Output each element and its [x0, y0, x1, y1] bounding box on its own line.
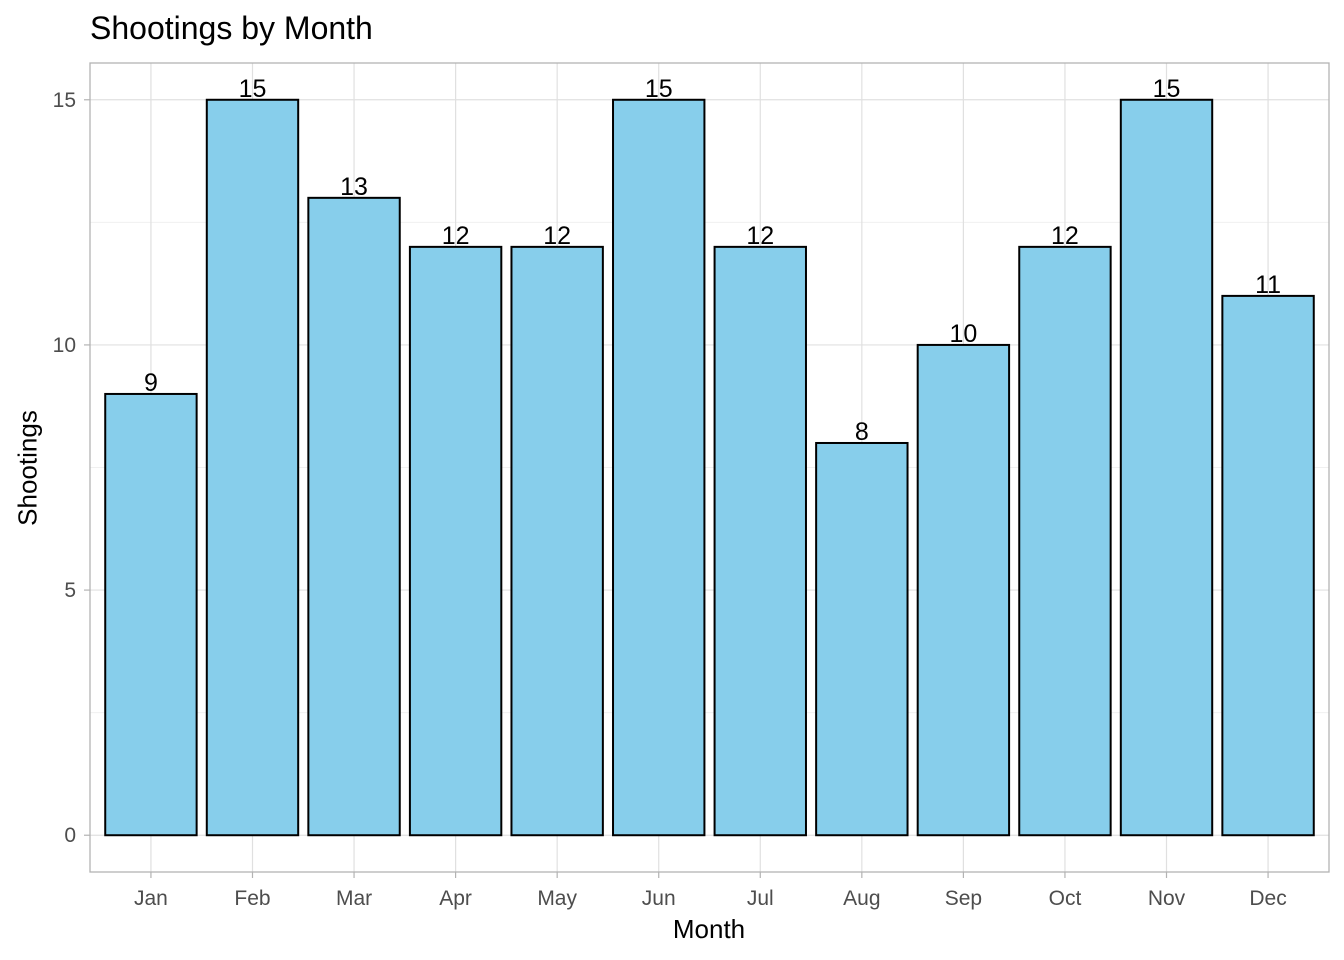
- x-tick-label: Jan: [134, 887, 168, 910]
- x-tick-label: Oct: [1049, 887, 1082, 910]
- y-tick-label: 0: [64, 824, 76, 847]
- data-label-jul: 12: [746, 222, 774, 250]
- y-tick-label: 10: [53, 334, 76, 357]
- bar-sep: [916, 343, 1011, 837]
- data-label-dec: 11: [1255, 271, 1281, 299]
- y-axis-ticks: 0 5 10 15: [53, 89, 90, 847]
- x-tick-label: Nov: [1148, 887, 1186, 910]
- bar-jun: [612, 98, 706, 837]
- data-label-jun: 15: [645, 75, 673, 103]
- data-labels: 9 15 13 12 12 15 12 8 10 12 15 11: [144, 75, 1281, 446]
- bar-feb: [205, 98, 300, 837]
- x-tick-label: Aug: [843, 887, 880, 910]
- x-tick-label: Dec: [1249, 887, 1286, 910]
- data-label-nov: 15: [1153, 75, 1181, 103]
- x-tick-label: Apr: [439, 887, 472, 910]
- bar-jan: [104, 392, 198, 837]
- bars: [104, 98, 1315, 837]
- bar-nov: [1119, 98, 1214, 837]
- x-tick-label: Feb: [234, 887, 270, 910]
- bar-may: [510, 245, 604, 837]
- x-tick-label: May: [537, 887, 577, 910]
- chart-title: Shootings by Month: [90, 10, 373, 46]
- x-axis-label: Month: [672, 914, 746, 944]
- data-label-mar: 13: [340, 173, 368, 201]
- bar-jul: [713, 245, 807, 837]
- plot-border: [89, 62, 1330, 873]
- x-tick-label: Jun: [642, 887, 676, 910]
- data-label-feb: 15: [239, 75, 267, 103]
- bar-dec: [1221, 294, 1315, 837]
- bar-apr: [408, 245, 503, 837]
- bar-oct: [1018, 245, 1112, 837]
- bar-mar: [307, 196, 401, 837]
- x-tick-label: Mar: [336, 887, 372, 910]
- data-label-may: 12: [543, 222, 571, 250]
- data-label-oct: 12: [1051, 222, 1079, 250]
- y-tick-label: 5: [64, 579, 76, 602]
- data-label-jan: 9: [144, 369, 158, 397]
- data-label-aug: 8: [855, 418, 869, 446]
- data-label-apr: 12: [442, 222, 470, 250]
- data-label-sep: 10: [949, 320, 977, 348]
- y-tick-label: 15: [53, 89, 76, 112]
- bar-aug: [815, 441, 909, 837]
- x-axis-ticks: Jan Feb Mar Apr May Jun Jul Aug Sep Oct Nov Dec: [134, 872, 1287, 910]
- x-tick-label: Sep: [945, 887, 982, 910]
- x-tick-label: Jul: [747, 887, 774, 910]
